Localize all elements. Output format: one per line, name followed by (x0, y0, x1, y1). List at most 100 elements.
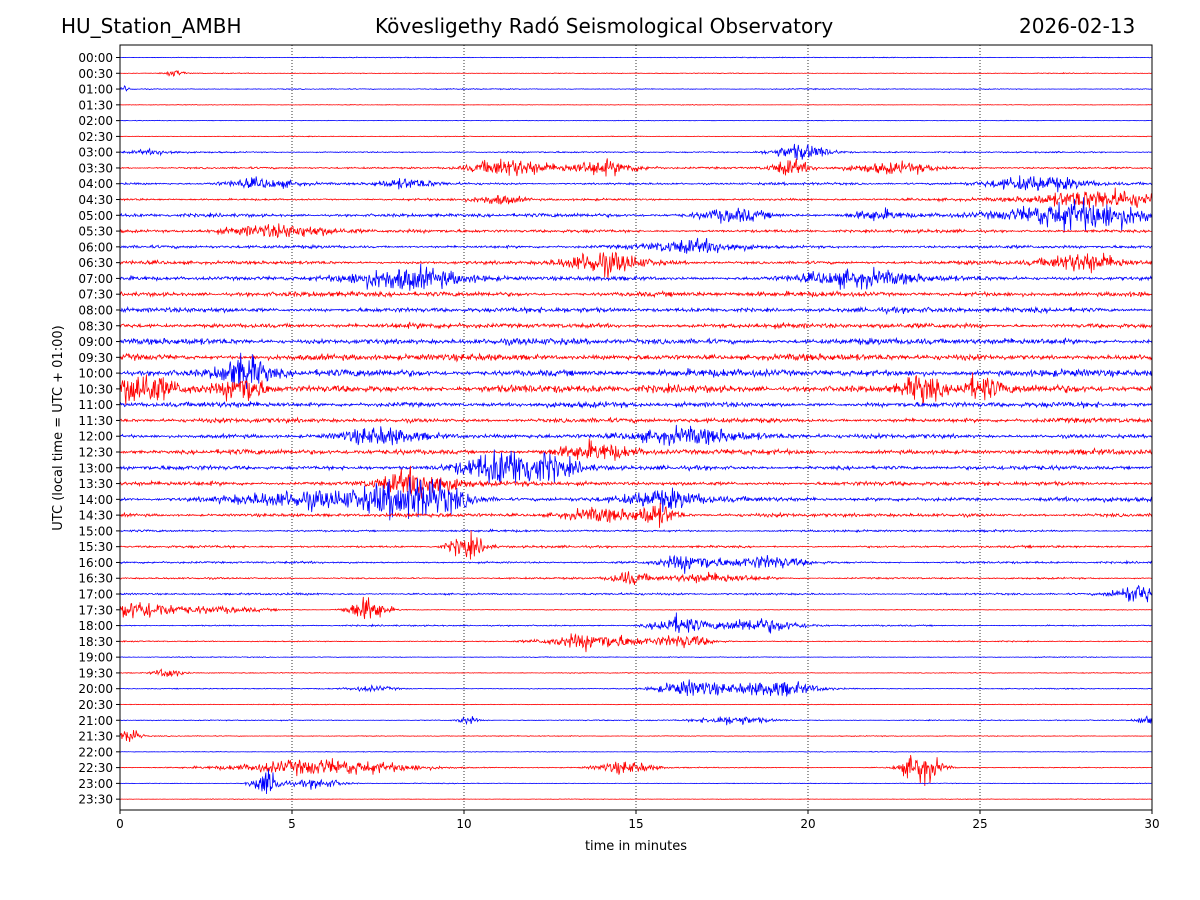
trace-0530 (120, 223, 1152, 239)
trace-1530 (120, 530, 1152, 560)
trace-0430 (120, 187, 1152, 209)
y-tick-label: 06:00 (78, 240, 113, 254)
y-tick-label: 13:30 (78, 477, 113, 491)
trace-1100 (120, 400, 1152, 409)
trace-2130 (120, 730, 1152, 743)
y-tick-label: 09:00 (78, 335, 113, 349)
y-tick-label: 00:00 (78, 51, 113, 65)
trace-2100 (120, 715, 1152, 726)
station-name: HU_Station_AMBH (61, 14, 242, 38)
y-tick-label: 23:00 (78, 777, 113, 791)
y-tick-label: 12:30 (78, 446, 113, 460)
y-tick-label: 03:00 (78, 146, 113, 160)
trace-0500 (120, 197, 1152, 233)
x-tick-label: 15 (628, 817, 643, 831)
y-tick-label: 05:00 (78, 209, 113, 223)
trace-0400 (120, 175, 1152, 193)
y-tick-label: 07:30 (78, 288, 113, 302)
y-tick-label: 15:00 (78, 524, 113, 538)
y-tick-label: 17:30 (78, 603, 113, 617)
trace-0100 (120, 85, 1152, 92)
y-tick-label: 04:00 (78, 177, 113, 191)
y-tick-label: 10:30 (78, 382, 113, 396)
y-tick-label: 02:00 (78, 114, 113, 128)
y-tick-label: 20:00 (78, 682, 113, 696)
trace-0830 (120, 321, 1152, 330)
trace-2030 (120, 703, 1152, 706)
y-tick-label: 00:30 (78, 67, 113, 81)
trace-1730 (120, 596, 1152, 620)
trace-1800 (120, 612, 1152, 634)
x-axis-label: time in minutes (585, 839, 687, 854)
y-tick-label: 19:00 (78, 651, 113, 665)
y-tick-label: 11:30 (78, 414, 113, 428)
x-tick-label: 10 (456, 817, 471, 831)
x-axis-ticks: 0 5 10 15 20 25 30 (116, 810, 1160, 831)
trace-1330 (120, 465, 1152, 499)
x-tick-label: 0 (116, 817, 124, 831)
y-tick-label: 11:00 (78, 398, 113, 412)
trace-0000 (120, 56, 1152, 59)
y-tick-label: 20:30 (78, 698, 113, 712)
trace-2330 (120, 798, 1152, 801)
trace-1500 (120, 528, 1152, 534)
y-axis-label: UTC (local time = UTC + 01:00) (51, 325, 66, 530)
y-tick-label: 01:00 (78, 83, 113, 97)
trace-1130 (120, 416, 1152, 425)
y-tick-label: 12:00 (78, 430, 113, 444)
y-tick-label: 04:30 (78, 193, 113, 207)
trace-0700 (120, 263, 1152, 291)
seismic-traces (120, 56, 1152, 801)
y-tick-label: 14:00 (78, 493, 113, 507)
trace-1430 (120, 502, 1152, 528)
y-tick-label: 18:30 (78, 635, 113, 649)
trace-1930 (120, 668, 1152, 678)
trace-1900 (120, 656, 1152, 659)
trace-0630 (120, 251, 1152, 280)
trace-2000 (120, 679, 1152, 697)
trace-0330 (120, 158, 1152, 177)
y-tick-label: 22:30 (78, 761, 113, 775)
trace-1400 (120, 476, 1152, 521)
trace-1600 (120, 554, 1152, 574)
chart-date: 2026-02-13 (1019, 14, 1136, 38)
y-tick-label: 05:30 (78, 225, 113, 239)
trace-2230 (120, 755, 1152, 787)
y-tick-label: 19:30 (78, 666, 113, 680)
trace-0300 (120, 143, 1152, 160)
trace-0200 (120, 119, 1152, 122)
trace-0030 (120, 70, 1152, 77)
trace-1230 (120, 438, 1152, 461)
trace-0600 (120, 237, 1152, 254)
y-tick-label: 23:30 (78, 793, 113, 807)
y-tick-label: 17:00 (78, 588, 113, 602)
x-tick-label: 25 (972, 817, 987, 831)
y-tick-label: 21:30 (78, 730, 113, 744)
trace-0130 (120, 103, 1152, 106)
trace-0930 (120, 352, 1152, 363)
x-tick-label: 5 (288, 817, 296, 831)
y-tick-label: 14:30 (78, 509, 113, 523)
y-tick-label: 16:30 (78, 572, 113, 586)
y-tick-label: 22:00 (78, 745, 113, 759)
y-tick-label: 01:30 (78, 98, 113, 112)
trace-0230 (120, 135, 1152, 138)
trace-0800 (120, 305, 1152, 316)
y-tick-label: 13:00 (78, 461, 113, 475)
trace-1630 (120, 571, 1152, 586)
y-tick-label: 10:00 (78, 367, 113, 381)
trace-0900 (120, 336, 1152, 347)
y-tick-label: 07:00 (78, 272, 113, 286)
y-tick-label: 08:30 (78, 319, 113, 333)
trace-1700 (120, 584, 1152, 603)
y-tick-label: 16:00 (78, 556, 113, 570)
vertical-grid (291, 45, 981, 810)
trace-1000 (120, 352, 1152, 390)
trace-1030 (120, 372, 1152, 405)
y-tick-label: 09:30 (78, 351, 113, 365)
y-tick-label: 03:30 (78, 161, 113, 175)
x-tick-label: 20 (800, 817, 815, 831)
y-tick-label: 18:00 (78, 619, 113, 633)
